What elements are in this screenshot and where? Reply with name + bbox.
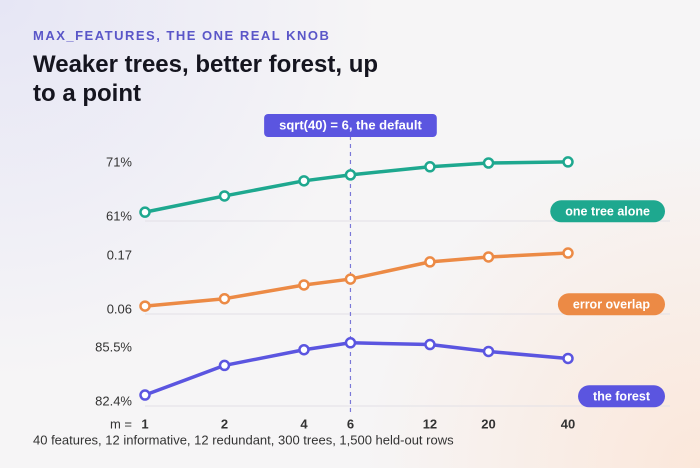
point (482, 251, 495, 263)
legend-item: error overlap (557, 293, 665, 316)
y-tick-label: 85.5% (95, 339, 132, 354)
legend-pill (550, 200, 665, 223)
legend-pill (557, 293, 665, 316)
x-axis-label: m = (110, 416, 132, 431)
point (298, 279, 310, 291)
point (218, 190, 231, 202)
x-tick-label: 6 (347, 416, 354, 431)
x-tick-label: 4 (300, 416, 308, 431)
kicker: MAX_FEATURES, THE ONE REAL KNOB (33, 28, 331, 43)
point (424, 256, 436, 268)
point (424, 161, 436, 173)
point (218, 292, 231, 305)
point (482, 345, 495, 358)
series-line (144, 341, 569, 397)
x-tick-label: 40 (561, 416, 575, 431)
point (562, 352, 574, 365)
y-tick-label: 61% (106, 208, 132, 223)
point (562, 247, 574, 259)
x-tick-label: 2 (221, 416, 228, 431)
point (344, 169, 357, 181)
point (298, 343, 310, 356)
point (139, 300, 151, 312)
series-line (144, 251, 569, 308)
point (562, 156, 574, 168)
x-tick-label: 1 (141, 416, 148, 431)
legend-item: one tree alone (550, 200, 665, 223)
x-tick-label: 12 (423, 416, 437, 431)
legend-label: one tree alone (565, 205, 650, 219)
point (139, 206, 151, 218)
legend-label: error overlap (573, 298, 650, 312)
annotation-label: sqrt(40) = 6, the default (279, 117, 422, 132)
annotation: sqrt(40) = 6, the default (264, 114, 437, 137)
series-line (144, 160, 569, 214)
title: Weaker trees, better forest, up to a poi… (33, 51, 379, 107)
point (424, 338, 436, 351)
point (139, 389, 151, 401)
y-tick-label: 71% (106, 154, 132, 169)
legend-label: the forest (593, 390, 651, 404)
point (482, 157, 495, 169)
point (298, 175, 310, 187)
y-tick-label: 0.17 (107, 247, 132, 262)
annotation-pill (264, 114, 437, 137)
x-tick-label: 20 (481, 416, 495, 431)
point (344, 273, 357, 285)
legend-pill (578, 385, 665, 408)
y-tick-label: 0.06 (107, 301, 132, 316)
point (218, 359, 231, 372)
y-tick-label: 82.4% (95, 393, 132, 408)
legend-item: the forest (578, 385, 665, 408)
footnote: 40 features, 12 informative, 12 redundan… (33, 432, 454, 447)
point (344, 337, 357, 349)
